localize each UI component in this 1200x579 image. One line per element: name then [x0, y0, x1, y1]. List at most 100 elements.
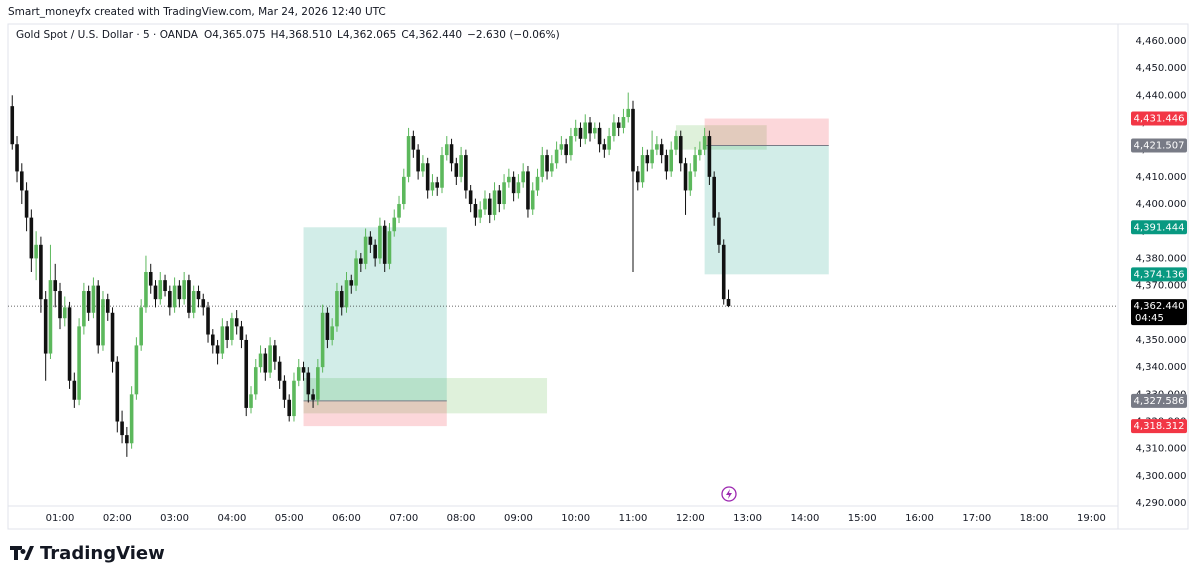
candle-body — [425, 163, 430, 191]
candle-body — [139, 307, 143, 346]
event-bolt — [726, 489, 732, 499]
candle-body — [296, 367, 301, 381]
y-tick-label: 4,440.000 — [1136, 90, 1187, 101]
price-badge — [1131, 220, 1187, 235]
candle-body — [593, 127, 597, 134]
logo-mark — [10, 546, 34, 560]
candle-body — [253, 367, 258, 395]
position-stop — [303, 400, 447, 427]
x-tick-label: 18:00 — [1020, 513, 1049, 524]
candle-body — [464, 155, 468, 191]
candle-body — [234, 318, 239, 327]
candle-body — [339, 291, 344, 308]
candle-body — [631, 108, 635, 172]
event-icon[interactable] — [721, 486, 737, 502]
candle-body — [34, 244, 38, 259]
candle-body — [578, 127, 583, 139]
candle-body — [521, 171, 525, 183]
candle-body — [125, 435, 129, 444]
price-badge — [1131, 393, 1187, 408]
candle-body — [530, 190, 535, 210]
candle-body — [402, 176, 406, 205]
x-tick-label: 08:00 — [447, 513, 476, 524]
candle-body — [86, 291, 91, 313]
candle-body — [316, 367, 320, 400]
candle-body — [306, 372, 311, 395]
logo-text: TradingView — [40, 543, 165, 564]
candle-body — [363, 236, 368, 264]
candle-body — [220, 326, 225, 354]
candle-body — [359, 258, 363, 264]
candle-body — [168, 291, 172, 308]
price-badge-label: 4,362.440 — [1134, 301, 1185, 312]
candle-body — [268, 345, 272, 373]
candle-body — [53, 280, 58, 292]
y-tick-label: 4,300.000 — [1136, 471, 1187, 482]
candle-body — [182, 280, 186, 300]
candle-body — [39, 244, 43, 300]
candle-body — [698, 149, 702, 156]
candle-body — [597, 127, 602, 145]
candle-body — [612, 122, 616, 137]
candle-body — [688, 171, 693, 191]
legend-key: H — [271, 29, 279, 41]
candle-body — [20, 171, 24, 191]
candle-body — [497, 190, 502, 205]
candle-body — [15, 144, 19, 172]
candle-body — [550, 163, 554, 172]
candle-body — [554, 149, 559, 164]
x-tick-label: 01:00 — [46, 513, 75, 524]
candle-body — [678, 136, 683, 164]
candle-body — [196, 291, 201, 300]
candle-body — [416, 149, 420, 172]
x-tick-label: 02:00 — [103, 513, 132, 524]
candle-body — [344, 280, 349, 308]
candle-body — [129, 394, 134, 444]
candle-body — [201, 299, 206, 308]
candle-body — [10, 106, 15, 145]
candle-body — [507, 176, 511, 183]
candle-body — [397, 204, 401, 218]
candle-body — [483, 198, 487, 210]
candle-body — [292, 380, 296, 417]
candle-body — [707, 136, 712, 177]
candle-body — [110, 312, 115, 362]
candle-body — [177, 285, 182, 300]
candle-body — [320, 312, 325, 368]
candle-body — [258, 353, 263, 368]
candle-body — [382, 225, 387, 264]
candle-body — [440, 155, 444, 188]
candle-body — [24, 190, 29, 218]
y-tick-label: 4,310.000 — [1136, 444, 1187, 455]
candle-body — [82, 291, 86, 327]
y-tick-label: 4,290.000 — [1136, 498, 1187, 509]
candle-body — [101, 299, 105, 346]
y-tick-label: 4,380.000 — [1136, 253, 1187, 264]
x-tick-label: 05:00 — [275, 513, 304, 524]
candle-body — [282, 380, 287, 400]
candle-body — [726, 298, 731, 307]
candle-body — [669, 149, 673, 172]
candle-body — [607, 136, 611, 150]
candle-body — [115, 361, 120, 422]
candle-body — [492, 190, 497, 215]
candle-body — [655, 144, 659, 150]
candle-body — [559, 144, 564, 150]
candle-body — [163, 280, 167, 292]
x-tick-label: 15:00 — [848, 513, 877, 524]
chart-frame — [7, 23, 1189, 530]
y-tick-label: 4,350.000 — [1136, 335, 1187, 346]
candle-body — [206, 307, 210, 335]
price-badge-label: 4,421.507 — [1134, 141, 1185, 152]
candle-body — [120, 421, 124, 436]
candle-body — [158, 280, 163, 300]
candle-body — [230, 318, 234, 340]
candle-body — [502, 182, 506, 205]
candle-body — [58, 291, 62, 319]
candle-body — [640, 155, 645, 183]
candle-body — [659, 144, 664, 156]
candle-body — [421, 163, 425, 172]
candle-body — [263, 353, 268, 373]
x-tick-label: 10:00 — [561, 513, 590, 524]
